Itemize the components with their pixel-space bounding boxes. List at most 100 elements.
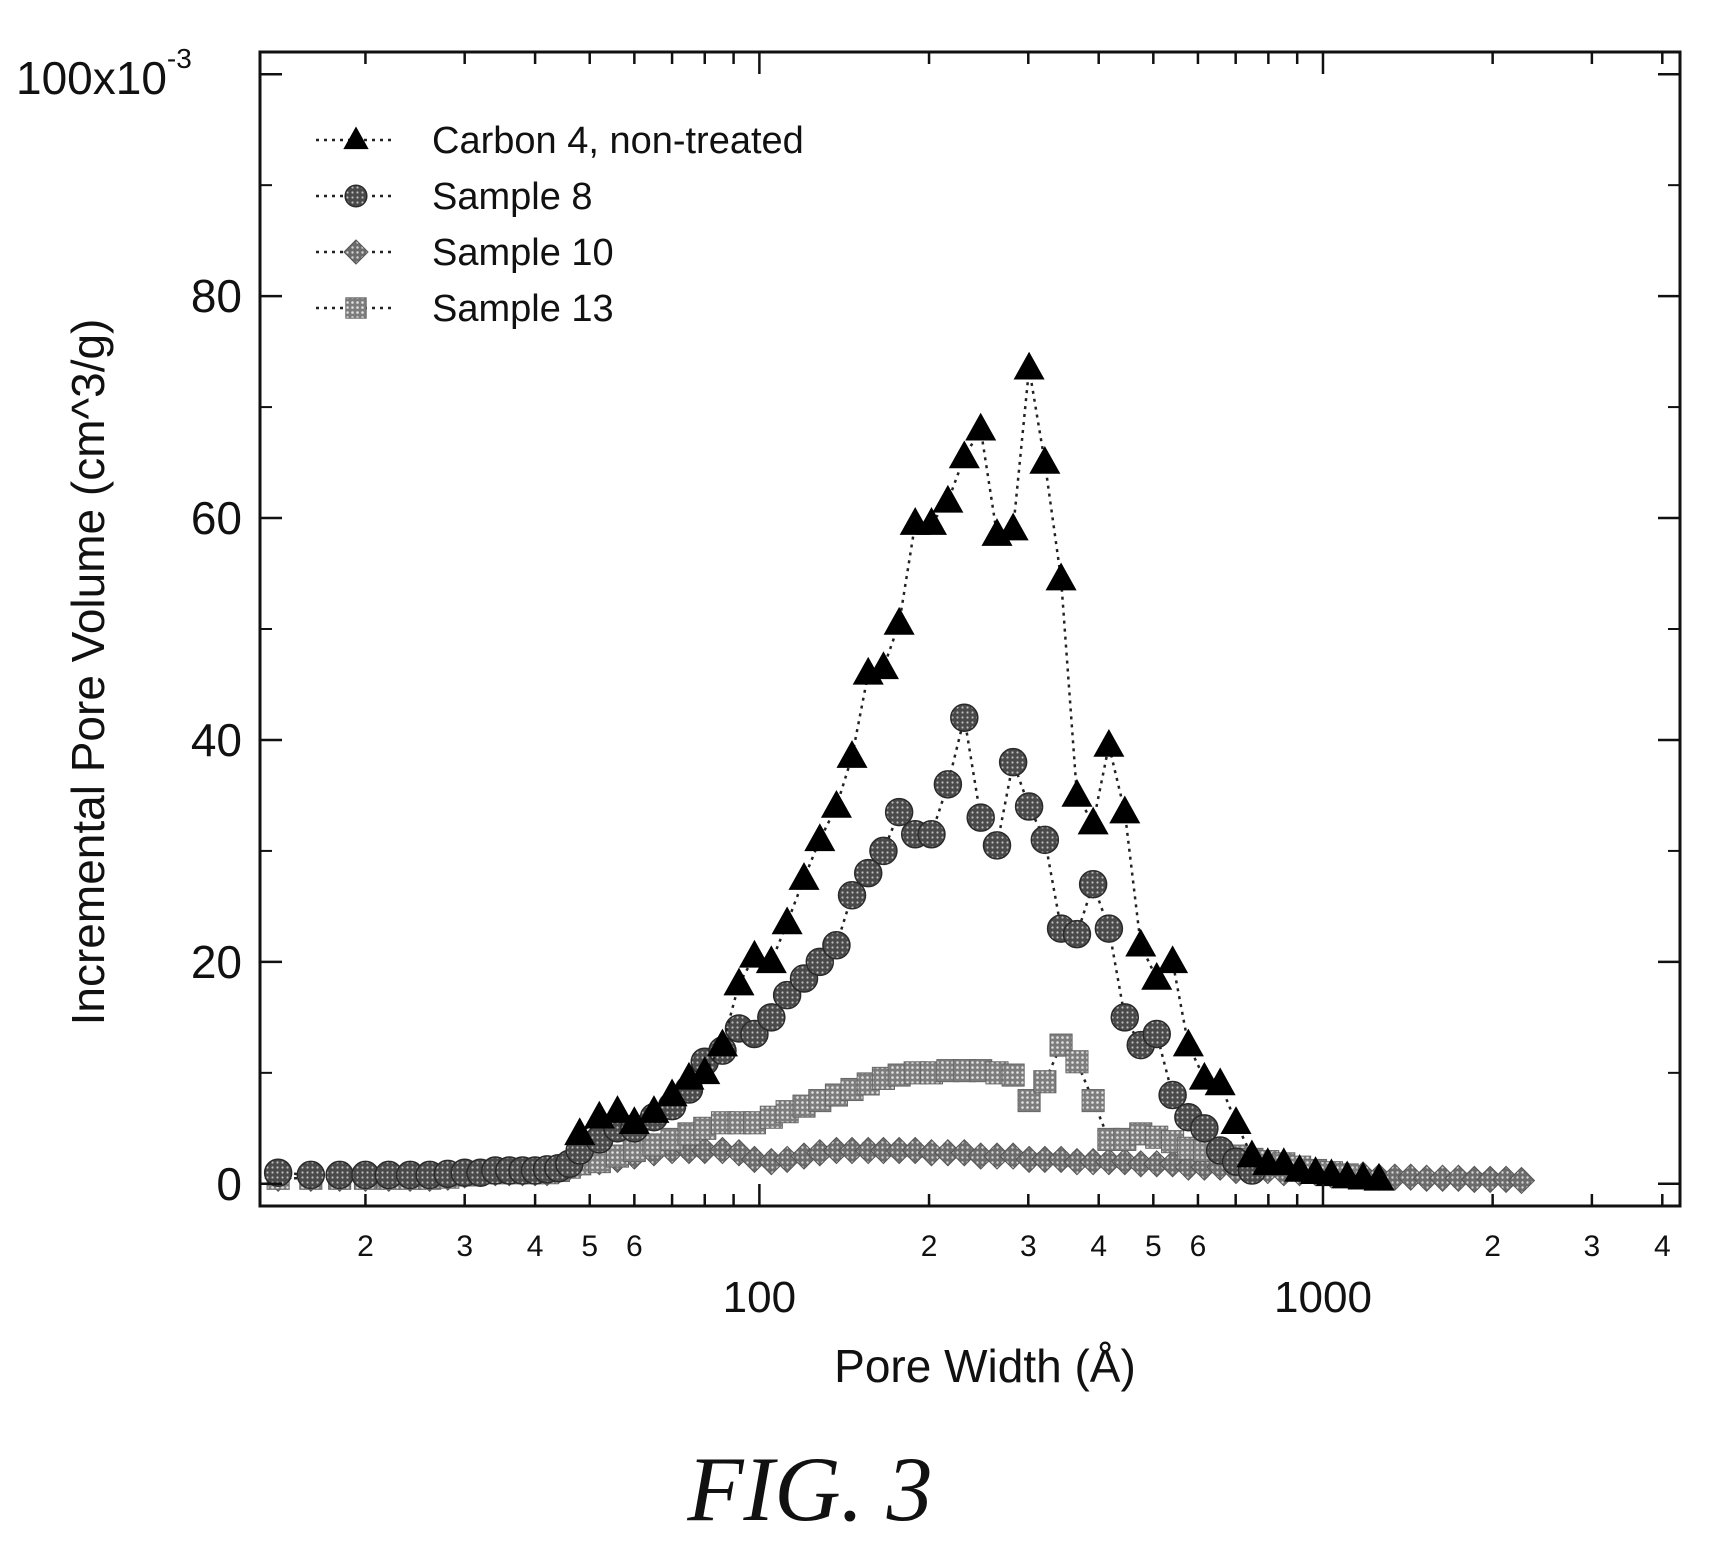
data-point-square <box>1017 1089 1041 1113</box>
data-point-circle <box>1110 1003 1140 1032</box>
y-axis-ticks: 0 20 40 60 80 <box>191 72 1680 1210</box>
data-point-triangle <box>883 606 915 635</box>
x-minor-tick-label: 3 <box>1020 1230 1037 1263</box>
data-point-circle <box>1158 1080 1187 1110</box>
y-top-label: 100x10-3 <box>16 43 192 104</box>
legend-marker-square <box>345 297 367 319</box>
legend-marker-circle <box>344 184 368 208</box>
data-point-diamond <box>1111 1147 1139 1176</box>
series-triangle <box>564 351 1395 1191</box>
data-point-triangle <box>723 967 755 996</box>
x-minor-tick-label: 3 <box>1584 1230 1601 1263</box>
y-tick-label: 60 <box>191 492 242 544</box>
data-point-square <box>1065 1050 1089 1074</box>
data-point-triangle <box>867 651 899 680</box>
data-point-circle <box>998 747 1028 777</box>
x-decade-tick-label: 100 <box>723 1273 796 1322</box>
y-axis-title: Incremental Pore Volume (cm^3/g) <box>62 319 114 1026</box>
data-point-square <box>622 1138 646 1163</box>
data-point-circle <box>757 1003 786 1032</box>
x-minor-tick-label: 6 <box>1190 1230 1207 1263</box>
data-point-triangle <box>965 412 997 441</box>
data-point-circle <box>1014 792 1044 821</box>
data-point-triangle <box>1077 806 1109 835</box>
data-point-circle <box>296 1160 326 1190</box>
data-point-triangle <box>564 1117 596 1146</box>
data-point-triangle <box>638 1095 670 1123</box>
data-point-triangle <box>1093 728 1125 757</box>
data-point-triangle <box>1109 795 1141 824</box>
legend-marker-diamond <box>343 239 369 265</box>
legend-label: Carbon 4, non-treated <box>432 120 804 162</box>
x-minor-tick-label: 4 <box>527 1230 544 1263</box>
data-point-triangle <box>771 906 803 935</box>
data-point-circle <box>1030 825 1060 855</box>
data-point-triangle <box>1141 961 1173 990</box>
data-point-circle <box>325 1160 354 1190</box>
figure-caption: FIG. 3 <box>686 1438 932 1540</box>
data-point-triangle <box>915 507 948 535</box>
data-point-triangle <box>738 939 770 968</box>
data-point-circle <box>263 1158 293 1187</box>
series-circle <box>263 703 1267 1190</box>
data-point-circle <box>837 881 867 910</box>
data-point-triangle <box>820 790 852 818</box>
x-axis-title: Pore Width (Å) <box>834 1340 1136 1392</box>
data-point-triangle <box>656 1078 688 1107</box>
data-point-triangle <box>1188 1061 1220 1090</box>
data-point-triangle <box>788 862 820 890</box>
x-decade-tick-label: 1000 <box>1274 1273 1372 1322</box>
data-point-circle <box>822 930 851 960</box>
data-point-circle <box>1190 1114 1219 1143</box>
plot-frame <box>258 50 1682 1208</box>
data-point-triangle <box>948 440 980 469</box>
data-point-circle <box>950 703 979 733</box>
y-tick-label: 80 <box>191 270 242 322</box>
y-top-exponent: -3 <box>167 43 192 74</box>
x-minor-tick-label: 5 <box>1145 1230 1162 1263</box>
data-point-triangle <box>1045 562 1077 591</box>
data-point-square <box>1081 1089 1105 1113</box>
data-point-circle <box>1078 869 1108 899</box>
series-layer <box>263 351 1536 1195</box>
data-point-circle <box>853 858 883 888</box>
data-point-triangle <box>836 740 868 768</box>
data-point-triangle <box>755 945 787 974</box>
legend: Carbon 4, non-treated Sample 8 Sample 10 Sa… <box>316 120 804 330</box>
data-point-triangle <box>932 484 964 513</box>
y-tick-label: 40 <box>191 714 242 766</box>
data-point-circle <box>1062 919 1092 949</box>
data-point-triangle <box>1268 1147 1300 1176</box>
legend-label: Sample 8 <box>432 176 593 218</box>
data-point-triangle <box>1204 1067 1236 1096</box>
data-point-circle <box>982 831 1012 860</box>
data-point-triangle <box>706 1028 738 1057</box>
x-minor-tick-label: 4 <box>1654 1230 1671 1263</box>
legend-label: Sample 13 <box>432 288 614 330</box>
data-point-circle <box>933 770 963 799</box>
data-point-diamond <box>740 1145 769 1174</box>
x-minor-tick-label: 2 <box>921 1230 938 1263</box>
data-point-triangle <box>1013 351 1045 380</box>
data-point-triangle <box>997 512 1029 541</box>
x-minor-tick-label: 5 <box>581 1230 598 1263</box>
x-minor-tick-label: 2 <box>1484 1230 1501 1263</box>
data-point-triangle <box>1172 1028 1204 1057</box>
data-point-circle <box>869 836 898 866</box>
data-point-triangle <box>689 1056 721 1085</box>
data-point-diamond <box>901 1136 929 1165</box>
data-point-circle <box>1142 1019 1171 1049</box>
data-point-diamond <box>708 1136 737 1165</box>
x-minor-tick-label: 4 <box>1090 1230 1107 1263</box>
x-minor-tick-label: 2 <box>357 1230 374 1263</box>
data-point-triangle <box>1220 1106 1252 1135</box>
legend-label: Sample 10 <box>432 232 614 274</box>
data-point-circle <box>884 797 914 827</box>
data-point-triangle <box>1061 778 1093 807</box>
data-point-square <box>1033 1070 1057 1094</box>
data-point-square <box>1001 1063 1025 1087</box>
data-point-diamond <box>1507 1166 1536 1195</box>
data-point-triangle <box>804 823 836 852</box>
